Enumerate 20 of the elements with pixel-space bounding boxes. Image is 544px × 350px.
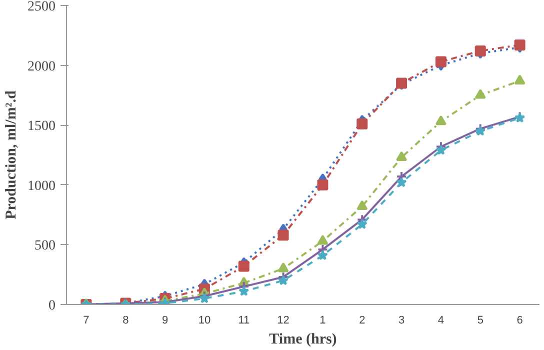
x-tick-label: 5 <box>477 314 484 326</box>
y-tick-label: 2500 <box>28 0 56 14</box>
x-tick-label: 7 <box>83 314 90 326</box>
y-tick-label: 1000 <box>28 178 56 194</box>
x-tick-label: 2 <box>359 314 366 326</box>
x-axis-title: Time (hrs) <box>269 332 337 348</box>
x-tick-label: 1 <box>320 314 326 326</box>
x-tick-label: 8 <box>122 314 129 326</box>
x-tick-label: 11 <box>238 314 250 326</box>
y-tick-label: 2000 <box>28 59 56 74</box>
y-axis-title: Production, ml/m².d <box>4 90 20 220</box>
y-tick-label: 1500 <box>28 119 56 134</box>
x-tick-label: 4 <box>438 314 444 326</box>
x-tick-label: 9 <box>162 314 168 326</box>
x-tick-label: 3 <box>398 314 405 326</box>
y-tick-label: 500 <box>34 238 56 254</box>
x-tick-label: 6 <box>516 314 523 326</box>
x-tick-label: 12 <box>277 314 290 326</box>
x-tick-label: 10 <box>198 314 211 326</box>
y-tick-label: 0 <box>48 298 56 314</box>
